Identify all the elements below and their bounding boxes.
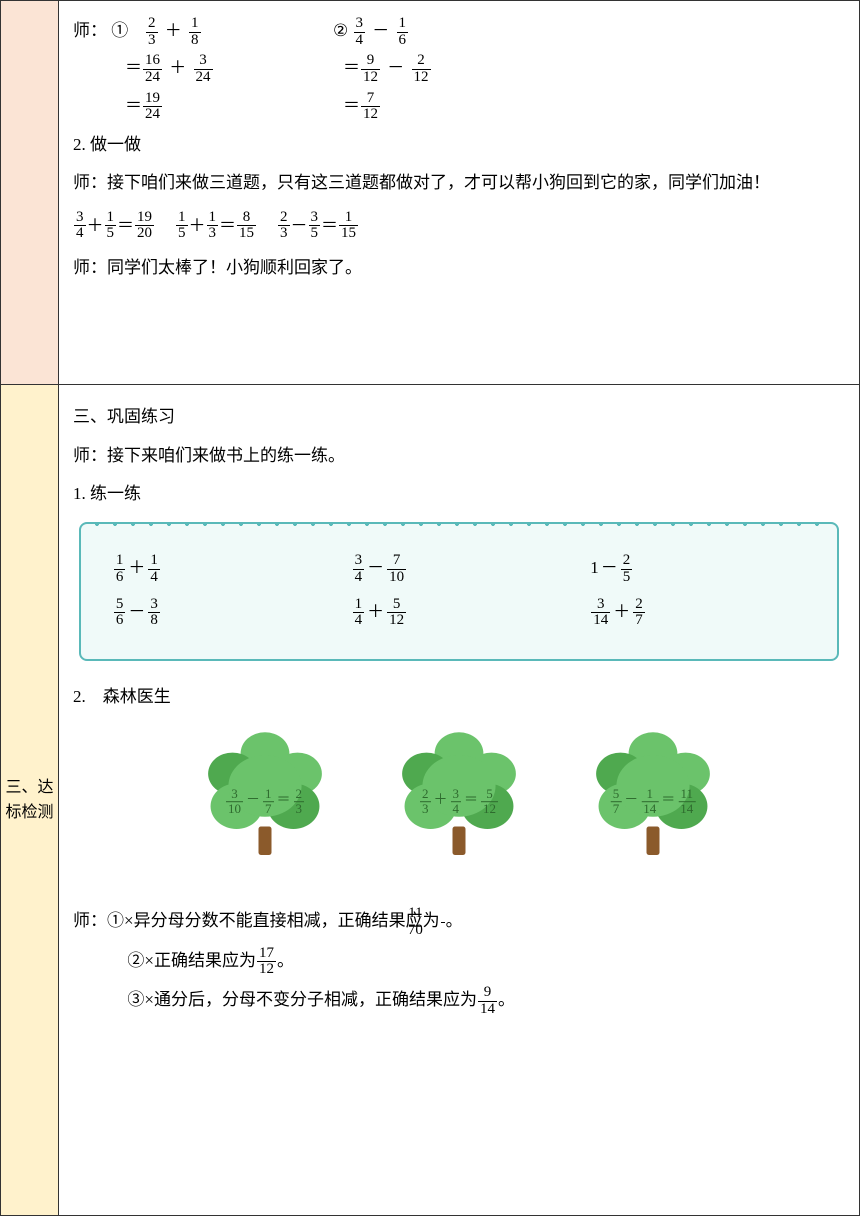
sub2-label: 2. 森林医生	[73, 681, 845, 713]
equation-line: 34 ＋ 15 ＝1920 15 ＋ 13 ＝815 23 － 35 ＝115	[73, 210, 845, 243]
equation-item: 34 ＋ 15 ＝1920	[73, 210, 155, 243]
subheading-2: 2. 做一做	[73, 129, 845, 161]
explanation-line: ②×正确结果应为1712。	[73, 945, 845, 978]
calc-line-3: ＝1924 ＝712	[73, 90, 845, 123]
calc-line-1: 师： ① 23 ＋ 18 ② 34 － 16	[73, 15, 845, 48]
practice-box: 16＋14 34－710 1－25 56－38 14＋512 314＋27	[79, 522, 839, 661]
marker-2: ②	[333, 21, 348, 40]
tree-equation: 57 － 114 ＝1114	[610, 788, 697, 816]
tree-equation: 310 － 17 ＝23	[225, 788, 305, 816]
trees-row: 310 － 17 ＝23	[73, 727, 845, 887]
explanation-line: 师：①×异分母分数不能直接相减，正确结果应为1170。	[73, 905, 845, 938]
intro-2: 师：接下咱们来做三道题，只有这三道题都做对了，才可以帮小狗回到它的家，同学们加油…	[73, 167, 845, 199]
sidebar-bottom: 三、达标检测	[1, 385, 59, 1216]
intro-3: 师：接下来咱们来做书上的练一练。	[73, 440, 845, 472]
content-top: 师： ① 23 ＋ 18 ② 34 － 16 ＝1624 ＋	[59, 1, 860, 385]
frac: 16	[397, 16, 409, 49]
calc-line-2: ＝1624 ＋ 324 ＝912 － 212	[73, 52, 845, 85]
practice-row: 16＋14 34－710 1－25	[101, 552, 817, 585]
explanation-line: ③×通分后，分母不变分子相减，正确结果应为914。	[73, 984, 845, 1017]
equation-item: 15 ＋ 13 ＝815	[175, 210, 257, 243]
tree-item: 310 － 17 ＝23	[175, 727, 355, 887]
tree-equation: 23 ＋ 34 ＝512	[419, 788, 499, 816]
tree-item: 57 － 114 ＝1114	[563, 727, 743, 887]
sidebar-top	[1, 1, 59, 385]
frac: 18	[189, 16, 201, 49]
practice-row: 56－38 14＋512 314＋27	[101, 596, 817, 629]
frac: 34	[354, 16, 366, 49]
frac: 23	[146, 16, 158, 49]
tree-item: 23 ＋ 34 ＝512	[369, 727, 549, 887]
teacher-prefix: 师：	[73, 21, 107, 40]
closing-text: 师：同学们太棒了！小狗顺利回家了。	[73, 252, 845, 284]
sub1-label: 1. 练一练	[73, 478, 845, 510]
marker-1: ①	[111, 21, 128, 40]
page-layout-table: 师： ① 23 ＋ 18 ② 34 － 16 ＝1624 ＋	[0, 0, 860, 1216]
heading-3: 三、巩固练习	[73, 401, 845, 433]
equation-item: 23 － 35 ＝115	[277, 210, 359, 243]
sidebar-bottom-label: 三、达标检测	[5, 779, 53, 822]
content-bottom: 三、巩固练习 师：接下来咱们来做书上的练一练。 1. 练一练 16＋14 34－…	[59, 385, 860, 1216]
